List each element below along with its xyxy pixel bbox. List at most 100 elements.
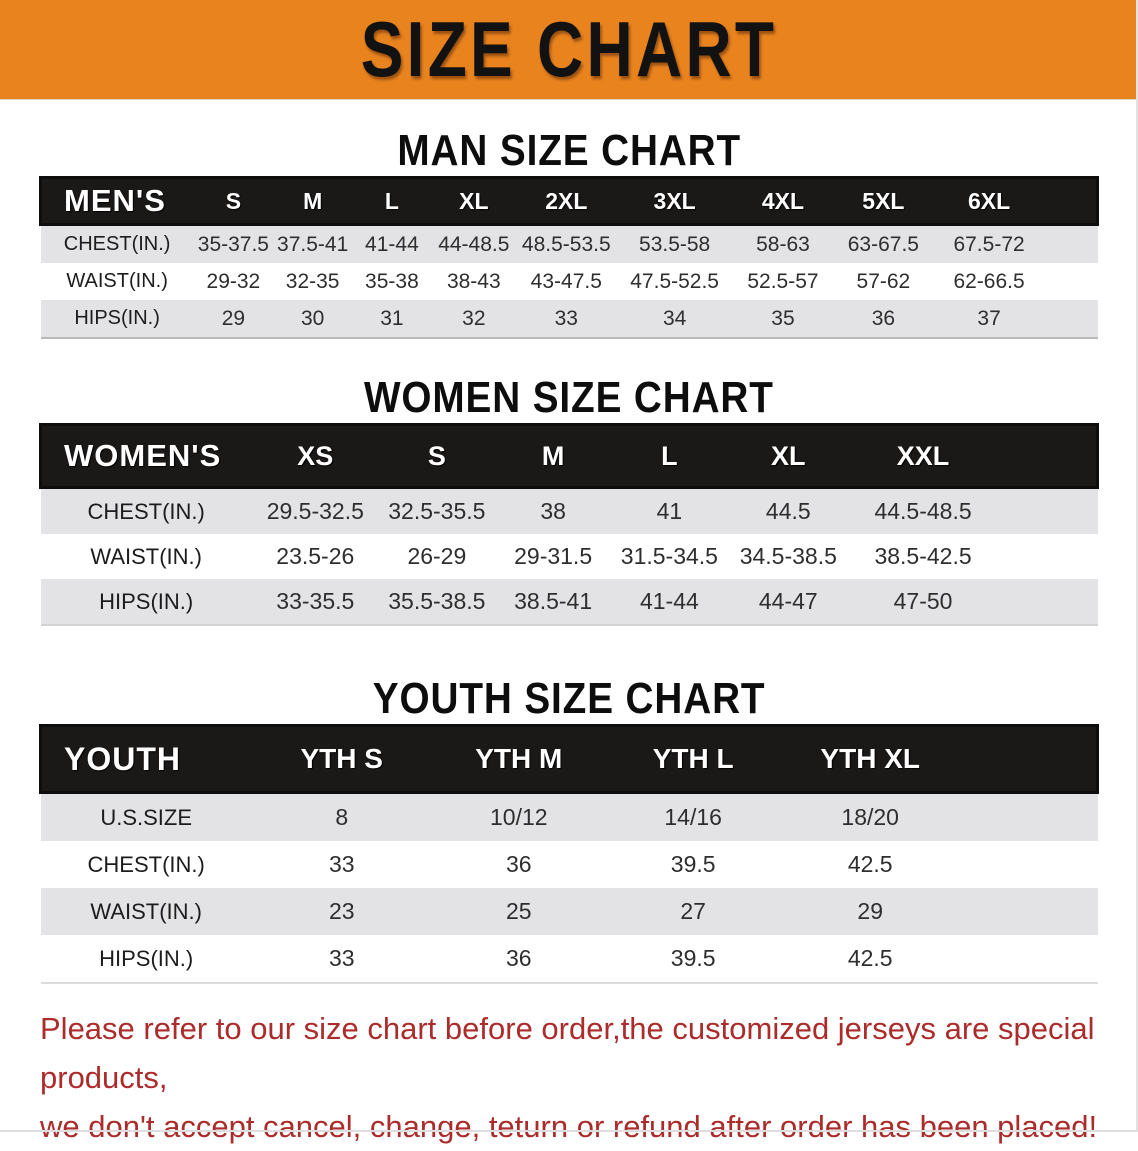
value-cell: 43-47.5 [530, 269, 602, 293]
value-cell: 29.5-32.5 [266, 498, 364, 524]
value-cell: 58-63 [756, 232, 810, 256]
man-section-heading-text: MAN SIZE CHART [397, 126, 741, 175]
value-cell: 44-47 [758, 588, 818, 614]
value-cell: 67.5-72 [953, 232, 1025, 256]
footnote-line-2: we don't accept cancel, change, teturn o… [40, 1109, 1098, 1144]
spacer-cell [997, 579, 1097, 625]
value-cell: 36 [871, 306, 896, 330]
value-cell: 27 [680, 898, 706, 924]
women-section-heading: WOMEN SIZE CHART [0, 373, 1138, 423]
header-spacer-cell [960, 724, 1100, 794]
value-cell: 48.5-53.5 [521, 232, 611, 256]
value-cell: 53.5-58 [639, 232, 711, 256]
size-column-header: 4XL [732, 176, 834, 226]
value-cell: 29-32 [206, 269, 261, 293]
value-cell: 33 [554, 306, 578, 330]
value-cell: 33 [328, 851, 355, 877]
label-cell: HIPS(IN.) [99, 945, 194, 971]
value-cell: 29-31.5 [514, 543, 593, 569]
label-cell: CHEST(IN.) [87, 498, 205, 524]
size-column-header: 5XL [833, 176, 934, 226]
value-cell: 10/12 [489, 804, 548, 830]
spacer-cell [960, 888, 1097, 935]
measure-row: CHEST(IN.) 33 36 39.5 42.5 [40, 841, 1098, 888]
value-cell: 37 [977, 306, 1001, 330]
man-section-heading: MAN SIZE CHART [0, 126, 1138, 176]
women-section-heading-text: WOMEN SIZE CHART [364, 373, 774, 422]
header-spacer-cell [1044, 176, 1099, 226]
size-column-header: M [494, 423, 612, 489]
header-row: WOMEN'S XS S M L XL XXL [38, 423, 1100, 489]
value-cell: 35.5-38.5 [388, 588, 486, 614]
label-cell: WAIST(IN.) [90, 543, 202, 569]
spacer-cell [960, 841, 1097, 888]
value-cell: 26-29 [407, 543, 467, 569]
value-cell: 23 [328, 898, 355, 924]
footnote: Please refer to our size chart before or… [40, 1004, 1110, 1151]
size-column-header: S [378, 423, 495, 489]
label-cell: CHEST(IN.) [63, 233, 171, 255]
spacer-cell [997, 488, 1097, 535]
value-cell: 38.5-41 [514, 588, 593, 614]
value-cell: 38-43 [446, 269, 501, 293]
size-column-header: 6XL [933, 176, 1045, 226]
measure-row: CHEST(IN.) 29.5-32.5 32.5-35.5 38 41 44.5 44.5… [40, 487, 1098, 535]
value-cell: 36 [505, 851, 532, 877]
size-column-header: L [611, 423, 728, 489]
banner-title: SIZE CHART [360, 5, 778, 93]
size-column-header: 3XL [616, 176, 733, 226]
header-spacer-cell [997, 423, 1100, 489]
header-label-cell: WOMEN'S [38, 423, 252, 489]
value-cell: 39.5 [670, 851, 716, 877]
value-cell: 25 [505, 898, 532, 924]
value-cell: 47.5-52.5 [630, 269, 719, 293]
spacer-cell [1045, 225, 1098, 264]
size-column-header: YTH M [431, 724, 606, 794]
size-column-header: YTH L [605, 724, 781, 794]
value-cell: 18/20 [841, 804, 899, 830]
measure-row: CHEST(IN.) 35-37.5 37.5-41 41-44 44-48.5 48.5… [40, 224, 1098, 264]
value-cell: 29 [221, 306, 246, 330]
value-cell: 42.5 [847, 945, 893, 971]
measure-row: HIPS(IN.) 33 36 39.5 42.5 [40, 935, 1098, 983]
measure-row: WAIST(IN.) 23.5-26 26-29 29-31.5 31.5-34.5 34… [40, 534, 1098, 579]
value-cell: 39.5 [670, 945, 716, 971]
size-column-header: XXL [849, 423, 998, 489]
label-cell: WAIST(IN.) [90, 898, 202, 924]
header-row: MEN'S S M L XL 2XL 3XL 4XL 5XL 6XL [38, 176, 1099, 226]
size-column-header: XS [251, 423, 379, 489]
value-cell: 41-44 [639, 588, 699, 614]
value-cell: 41-44 [365, 232, 419, 256]
spacer-cell [1045, 263, 1098, 300]
value-cell: 57-62 [856, 269, 911, 293]
youth-section-heading: YOUTH SIZE CHART [0, 674, 1138, 724]
measure-row: WAIST(IN.) 23 25 27 29 [40, 888, 1098, 935]
value-cell: 33-35.5 [276, 588, 355, 614]
value-cell: 38.5-42.5 [874, 543, 972, 569]
header-row: YOUTH YTH S YTH M YTH L YTH XL [38, 724, 1100, 794]
value-cell: 37.5-41 [277, 232, 349, 256]
size-column-header: M [273, 176, 353, 226]
mens-size-table: MEN'S S M L XL 2XL 3XL 4XL 5XL 6XL CHEST(IN.) 35-37… [38, 176, 1099, 339]
value-cell: 29 [857, 898, 883, 924]
value-cell: 44.5 [765, 498, 811, 524]
header-label-cell: MEN'S [38, 176, 194, 226]
value-cell: 47-50 [893, 588, 953, 614]
measure-row: WAIST(IN.) 29-32 32-35 35-38 38-43 43-47.5 47.… [40, 263, 1098, 300]
womens-size-table: WOMEN'S XS S M L XL XXL CHEST(IN.) 29.5-32.5 32.5… [38, 423, 1100, 626]
value-cell: 35-38 [365, 269, 419, 293]
value-cell: 44.5-48.5 [874, 498, 972, 524]
spacer-cell [1045, 300, 1098, 338]
value-cell: 41 [656, 498, 683, 524]
label-cell: HIPS(IN.) [74, 307, 160, 329]
measure-row: U.S.SIZE 8 10/12 14/16 18/20 [40, 792, 1098, 841]
value-cell: 23.5-26 [276, 543, 355, 569]
header-label-cell: YOUTH [38, 724, 252, 794]
value-cell: 36 [505, 945, 532, 971]
value-cell: 35-37.5 [197, 232, 269, 256]
value-cell: 8 [335, 804, 349, 830]
footnote-line-1: Please refer to our size chart before or… [40, 1011, 1095, 1095]
measure-row: HIPS(IN.) 33-35.5 35.5-38.5 38.5-41 41-44 44-… [40, 579, 1098, 625]
measure-row: HIPS(IN.) 29 30 31 32 33 34 35 36 37 [40, 300, 1098, 338]
value-cell: 14/16 [664, 804, 722, 830]
